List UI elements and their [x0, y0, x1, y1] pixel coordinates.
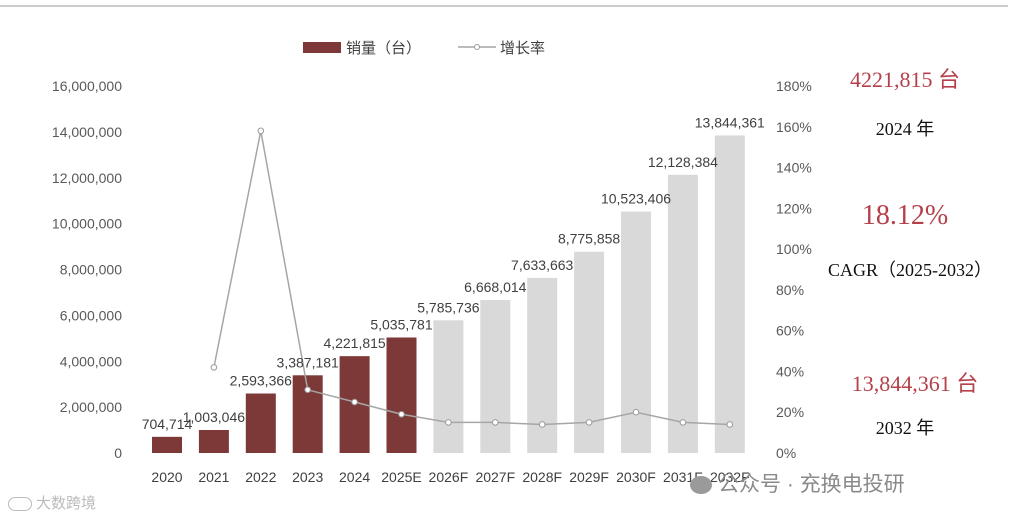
- right-axis-tick-label: 140%: [776, 160, 812, 176]
- bar: [714, 135, 745, 453]
- growth-rate-point: [257, 127, 265, 135]
- bar-value-label: 6,668,014: [464, 279, 526, 295]
- bar-value-label: 7,633,663: [511, 257, 573, 273]
- right-axis-tick-label: 160%: [776, 119, 812, 135]
- stat-2032-label: 2032 年: [875, 418, 935, 438]
- legend-line-label: 增长率: [500, 40, 545, 57]
- growth-rate-point: [445, 419, 452, 426]
- growth-rate-line: [213, 130, 730, 426]
- right-axis-tick-label: 100%: [776, 241, 812, 257]
- line-series: [210, 127, 734, 428]
- right-axis-tick-label: 180%: [776, 78, 812, 94]
- x-axis: 2020 2021 2022 2023 2024 2025E 2026F 2027F 2028F…: [151, 469, 749, 485]
- right-axis-tick-label: 0%: [776, 445, 796, 461]
- x-axis-tick-label: 2032F: [710, 469, 750, 485]
- bar-value-label: 3,387,181: [277, 354, 339, 370]
- x-axis-tick-label: 2026F: [429, 469, 469, 485]
- x-axis-tick-label: 2023: [292, 469, 323, 485]
- left-axis-tick-label: 6,000,000: [60, 307, 122, 323]
- bar: [433, 320, 464, 453]
- stat-cagr-value: 18.12%: [861, 200, 949, 231]
- bar: [198, 429, 229, 453]
- legend-line-marker: [474, 44, 480, 50]
- growth-rate-point: [304, 386, 312, 394]
- right-axis-tick-label: 120%: [776, 200, 812, 216]
- stat-2024-label: 2024 年: [875, 119, 935, 139]
- bar: [667, 174, 698, 454]
- x-axis-tick-label: 2028F: [522, 469, 562, 485]
- watermark-left: 大数跨境: [8, 492, 96, 513]
- bar-value-label: 5,035,781: [370, 316, 432, 332]
- growth-rate-point: [632, 408, 640, 416]
- left-axis-tick-label: 4,000,000: [60, 353, 122, 369]
- bar-series: [152, 135, 745, 454]
- left-axis-tick-label: 14,000,000: [52, 124, 122, 140]
- watermark-logo-icon: [8, 497, 32, 512]
- stat-2024-value: 4221,815 台: [849, 67, 960, 92]
- right-axis-tick-label: 20%: [776, 404, 804, 420]
- x-axis-tick-label: 2029F: [569, 469, 609, 485]
- left-axis: 0 2,000,000 4,000,000 6,000,000 8,000,000 10,…: [52, 78, 122, 461]
- bar: [245, 393, 276, 453]
- left-axis-tick-label: 16,000,000: [52, 78, 122, 94]
- growth-rate-point: [351, 398, 358, 406]
- growth-rate-point: [210, 364, 218, 371]
- legend-bar-label: 销量（台）: [346, 40, 421, 57]
- left-axis-tick-label: 10,000,000: [52, 216, 122, 232]
- left-axis-tick-label: 12,000,000: [52, 170, 122, 186]
- x-axis-tick-label: 2025E: [381, 469, 421, 485]
- bar-value-label: 8,775,858: [558, 231, 620, 247]
- bar: [152, 436, 182, 453]
- stat-2032-value: 13,844,361 台: [851, 371, 979, 396]
- bar-value-label: 13,844,361: [695, 114, 765, 130]
- x-axis-tick-label: 2030F: [616, 469, 656, 485]
- growth-rate-point: [492, 419, 499, 426]
- growth-rate-point: [726, 421, 734, 428]
- bar-value-label: 2,593,366: [230, 373, 292, 389]
- legend: 销量（台） 增长率: [303, 40, 545, 57]
- bar: [621, 211, 651, 453]
- watermark-right-text: 公众号 · 充换电投研: [718, 473, 905, 496]
- left-axis-tick-label: 8,000,000: [60, 262, 122, 278]
- bar-value-label: 12,128,384: [648, 154, 718, 170]
- x-axis-tick-label: 2020: [151, 469, 182, 485]
- bar-value-label: 5,785,736: [417, 299, 479, 315]
- left-axis-tick-label: 2,000,000: [60, 399, 122, 415]
- growth-rate-point: [585, 419, 593, 426]
- right-axis: 0% 20% 40% 60% 80% 100% 120% 140% 160% 180%: [776, 78, 812, 461]
- bar-value-label: 704,714: [142, 416, 193, 432]
- bar-value-label: 10,523,406: [601, 191, 671, 207]
- watermark-left-text: 大数跨境: [36, 495, 97, 512]
- legend-bar-swatch: [303, 42, 341, 53]
- bar-value-label: 1,003,046: [183, 409, 245, 425]
- watermark-right: 公众号 · 充换电投研: [690, 468, 905, 498]
- x-axis-tick-label: 2021: [198, 469, 229, 485]
- x-axis-tick-label: 2027F: [475, 469, 515, 485]
- growth-rate-point: [538, 421, 546, 428]
- bar: [480, 300, 511, 453]
- right-axis-tick-label: 80%: [776, 282, 804, 298]
- right-axis-tick-label: 60%: [776, 323, 804, 339]
- x-axis-tick-label: 2022: [245, 469, 276, 485]
- stat-cagr-label: CAGR（2025-2032）: [827, 260, 992, 280]
- x-axis-tick-label: 2024: [339, 469, 370, 485]
- bar-value-label: 4,221,815: [323, 335, 385, 351]
- growth-rate-point: [679, 419, 687, 426]
- wechat-icon: [690, 476, 712, 495]
- right-axis-tick-label: 40%: [776, 363, 804, 379]
- growth-rate-point: [398, 410, 405, 418]
- left-axis-tick-label: 0: [114, 445, 122, 461]
- bar: [386, 337, 417, 453]
